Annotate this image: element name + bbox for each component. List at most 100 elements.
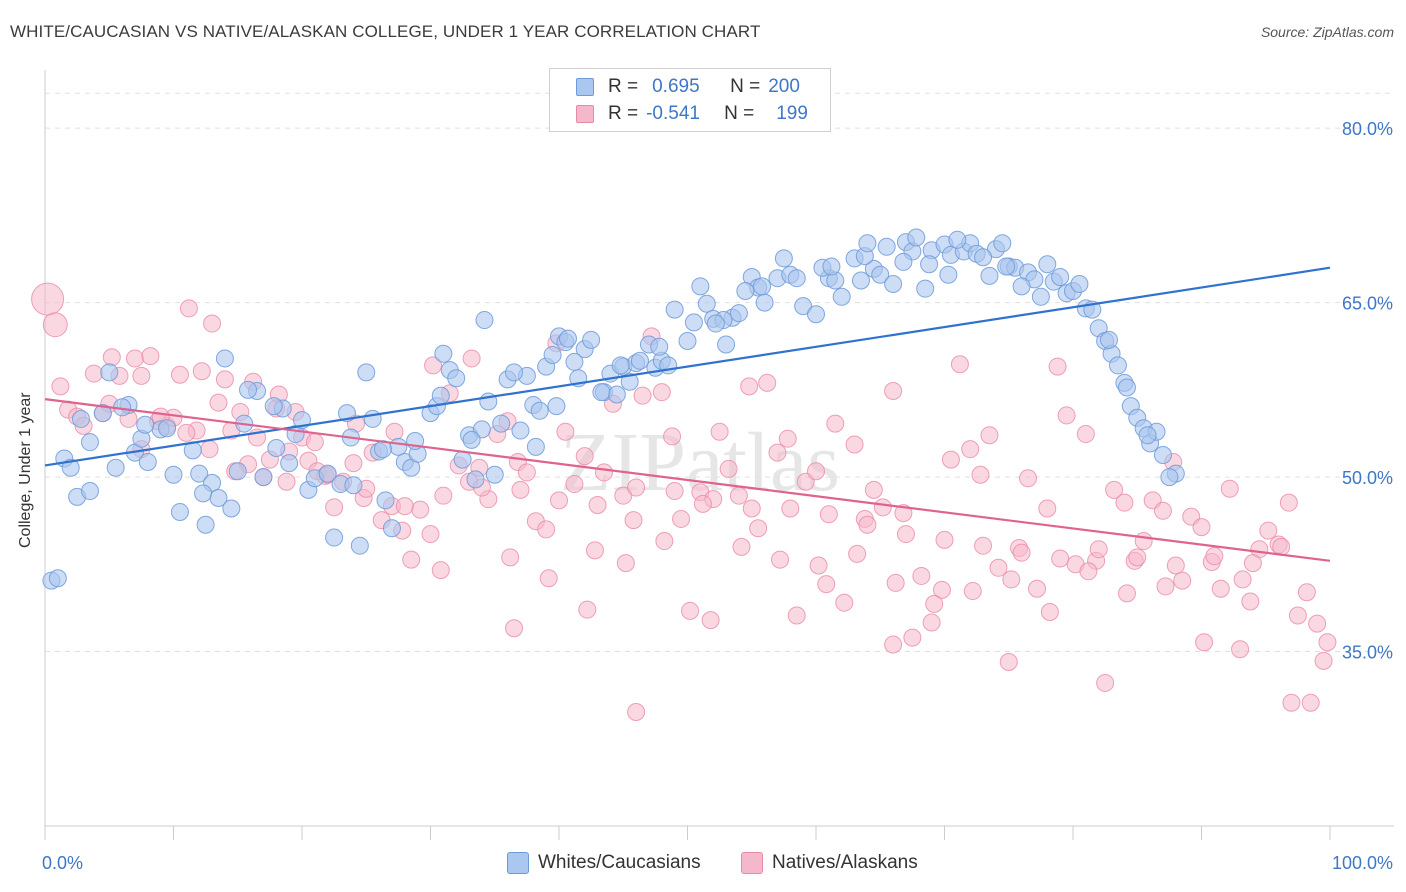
source-label: Source: ZipAtlas.com <box>1260 24 1394 40</box>
legend-swatch-pink <box>576 105 594 123</box>
legend-row-whites: R = 0.695 N = 200 <box>576 75 800 99</box>
natives-point <box>1079 562 1098 581</box>
natives-point <box>932 580 951 599</box>
natives-point <box>51 377 70 396</box>
natives-point <box>215 370 234 389</box>
whites-point <box>753 277 772 296</box>
natives-point <box>903 628 922 647</box>
natives-point <box>807 462 825 481</box>
legend-row-natives: R = -0.541 N = 199 <box>576 102 808 126</box>
whites-point <box>697 294 716 313</box>
whites-point <box>691 277 710 296</box>
natives-point <box>701 611 720 630</box>
natives-point <box>1096 673 1115 692</box>
whites-point <box>382 519 401 538</box>
y-tick-labels: 35.0% 50.0% 65.0% 80.0% <box>1342 119 1393 662</box>
legend-label: Natives/Alaskans <box>772 852 918 873</box>
whites-point <box>434 344 453 363</box>
natives-alaskans-points <box>31 282 1337 722</box>
legend-label: Whites/Caucasians <box>538 852 701 873</box>
whites-point <box>974 248 993 267</box>
whites-point <box>389 437 408 456</box>
natives-point <box>1012 543 1031 562</box>
natives-point <box>672 509 691 528</box>
whites-point <box>894 252 913 271</box>
whites-point <box>254 468 273 487</box>
whites-point <box>993 234 1012 253</box>
whites-point <box>1160 468 1179 487</box>
natives-point <box>778 429 797 448</box>
whites-point <box>630 351 649 370</box>
natives-point <box>961 440 980 459</box>
natives-point <box>141 347 160 366</box>
natives-point <box>1040 602 1059 621</box>
whites-point <box>106 458 125 477</box>
natives-point <box>1308 614 1327 633</box>
r-value: 0.695 <box>652 76 700 97</box>
r-value: -0.541 <box>646 103 700 124</box>
natives-point <box>941 450 960 469</box>
y-tick-label: 50.0% <box>1342 468 1393 488</box>
natives-point <box>817 575 836 594</box>
whites-point <box>190 464 209 483</box>
natives-point <box>980 426 999 445</box>
natives-point <box>732 537 751 556</box>
whites-point <box>222 499 241 518</box>
natives-point <box>277 472 296 491</box>
whites-point <box>807 305 825 324</box>
natives-point <box>1318 633 1337 652</box>
whites-point <box>916 279 935 298</box>
whites-point <box>466 470 485 489</box>
whites-point <box>1108 356 1127 375</box>
whites-point <box>884 275 903 294</box>
natives-point <box>896 525 915 544</box>
natives-point <box>31 282 65 316</box>
whites-point <box>665 300 684 319</box>
natives-point <box>1272 537 1291 556</box>
whites-point <box>492 414 511 433</box>
natives-point <box>974 536 993 555</box>
natives-point <box>501 548 520 567</box>
natives-point <box>1282 693 1301 712</box>
legend-item-whites[interactable]: Whites/Caucasians <box>507 852 701 874</box>
natives-point <box>1243 554 1262 573</box>
natives-point <box>950 355 969 374</box>
whites-point <box>158 419 177 438</box>
whites-point <box>170 502 189 521</box>
whites-point <box>592 383 611 402</box>
natives-point <box>192 362 211 381</box>
natives-point <box>809 556 828 575</box>
natives-point <box>1192 518 1211 537</box>
natives-point <box>652 383 671 402</box>
natives-point <box>742 499 761 518</box>
whites-point <box>620 372 639 391</box>
whites-point <box>684 313 703 332</box>
natives-point <box>971 465 990 484</box>
natives-point <box>963 582 982 601</box>
natives-point <box>627 703 646 722</box>
natives-point <box>517 463 536 482</box>
whites-point <box>871 265 890 284</box>
natives-point <box>729 486 748 505</box>
natives-point <box>537 520 556 539</box>
natives-point <box>575 447 594 466</box>
y-tick-label: 80.0% <box>1342 119 1393 139</box>
natives-point <box>663 427 682 446</box>
natives-point <box>1166 556 1185 575</box>
whites-point <box>80 482 99 501</box>
natives-point <box>771 550 790 569</box>
natives-point <box>826 414 845 433</box>
natives-point <box>1279 493 1298 512</box>
natives-point <box>758 373 777 392</box>
legend-item-natives[interactable]: Natives/Alaskans <box>741 852 918 874</box>
whites-point <box>80 433 99 452</box>
whites-point <box>980 266 999 285</box>
whites-point <box>858 234 877 253</box>
natives-point <box>922 613 941 632</box>
natives-point <box>740 377 759 396</box>
natives-point <box>614 486 633 505</box>
natives-point <box>819 505 838 524</box>
natives-point <box>203 314 222 333</box>
natives-point <box>462 349 481 368</box>
